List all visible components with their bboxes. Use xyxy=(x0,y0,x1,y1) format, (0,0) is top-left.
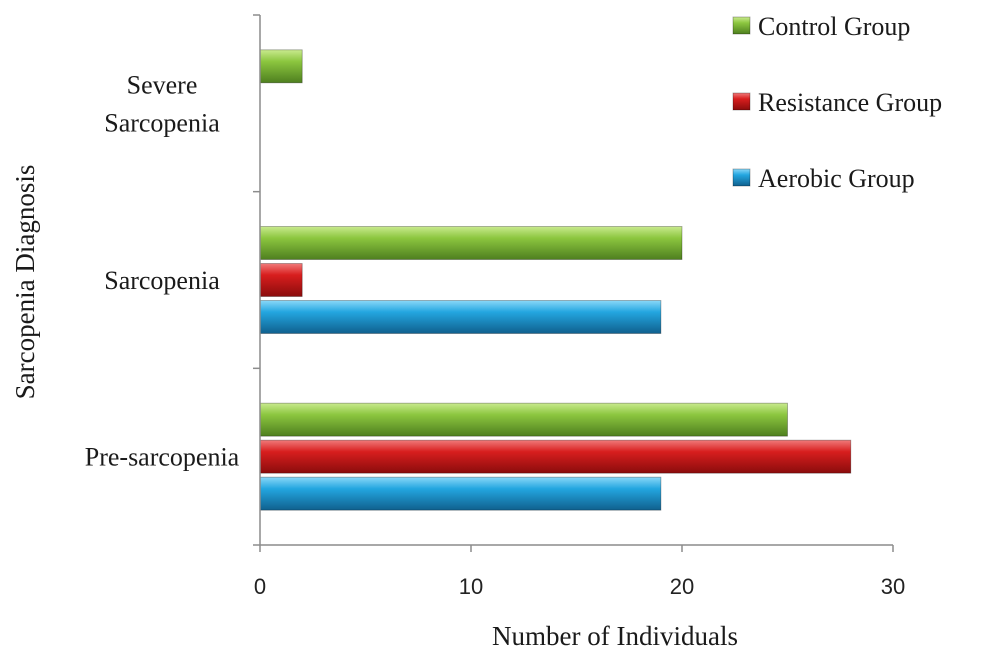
bar-pre-sarcopenia-aerobic-group xyxy=(259,476,662,511)
bar-pre-sarcopenia-control-group xyxy=(259,402,788,437)
bar-sarcopenia-aerobic-group xyxy=(259,300,662,334)
legend-label-control-group: Control Group xyxy=(758,12,910,41)
legend-label-resistance-group: Resistance Group xyxy=(758,88,942,117)
bar-pre-sarcopenia-resistance-group xyxy=(259,439,852,474)
bar-sarcopenia-resistance-group xyxy=(259,263,303,297)
bar-severe-sarcopenia-control-group xyxy=(259,49,303,84)
category-label-pre-sarcopenia: Pre-sarcopenia xyxy=(85,443,240,472)
bar-sarcopenia-control-group xyxy=(259,226,683,260)
x-tick-label: 30 xyxy=(881,574,905,599)
x-tick-marks: 0 10 20 30 xyxy=(254,545,905,599)
legend-label-aerobic-group: Aerobic Group xyxy=(758,164,915,193)
category-label-sarcopenia: Sarcopenia xyxy=(104,266,220,295)
category-labels: Pre-sarcopenia Sarcopenia Severe Sarcopenia xyxy=(85,70,240,471)
legend-swatch-resistance-group xyxy=(732,92,751,111)
y-tick-marks xyxy=(253,14,260,546)
legend: Control Group Resistance Group Aerobic Gro… xyxy=(732,12,942,193)
x-tick-label: 10 xyxy=(459,574,483,599)
x-tick-label: 0 xyxy=(254,574,266,599)
x-tick-label: 20 xyxy=(670,574,694,599)
legend-swatch-control-group xyxy=(732,16,751,35)
bars-layer xyxy=(259,49,852,511)
y-axis-title: Sarcopenia Diagnosis xyxy=(10,165,40,400)
x-axis-title: Number of Individuals xyxy=(492,621,738,651)
legend-swatch-aerobic-group xyxy=(732,168,751,187)
category-label-severe-sarcopenia: Severe Sarcopenia xyxy=(104,70,220,137)
